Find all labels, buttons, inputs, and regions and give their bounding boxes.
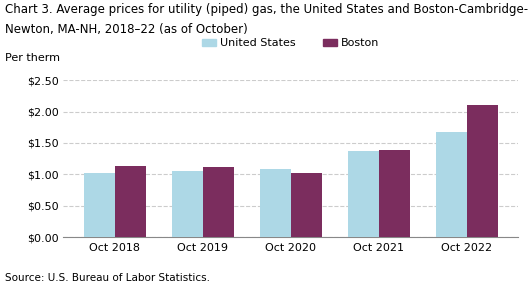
Text: Chart 3. Average prices for utility (piped) gas, the United States and Boston-Ca: Chart 3. Average prices for utility (pip…	[5, 3, 528, 16]
Bar	[436, 132, 467, 237]
Bar	[203, 167, 234, 237]
Bar	[467, 105, 498, 237]
Bar	[84, 172, 115, 237]
Legend: United States, Boston: United States, Boston	[202, 38, 380, 48]
Bar	[291, 173, 322, 237]
Bar	[379, 150, 410, 237]
Text: Source: U.S. Bureau of Labor Statistics.: Source: U.S. Bureau of Labor Statistics.	[5, 273, 211, 283]
Bar	[172, 171, 203, 237]
Bar	[260, 169, 291, 237]
Bar	[115, 166, 146, 237]
Text: Newton, MA-NH, 2018–22 (as of October): Newton, MA-NH, 2018–22 (as of October)	[5, 23, 248, 36]
Bar	[348, 151, 379, 237]
Text: Per therm: Per therm	[5, 53, 60, 63]
